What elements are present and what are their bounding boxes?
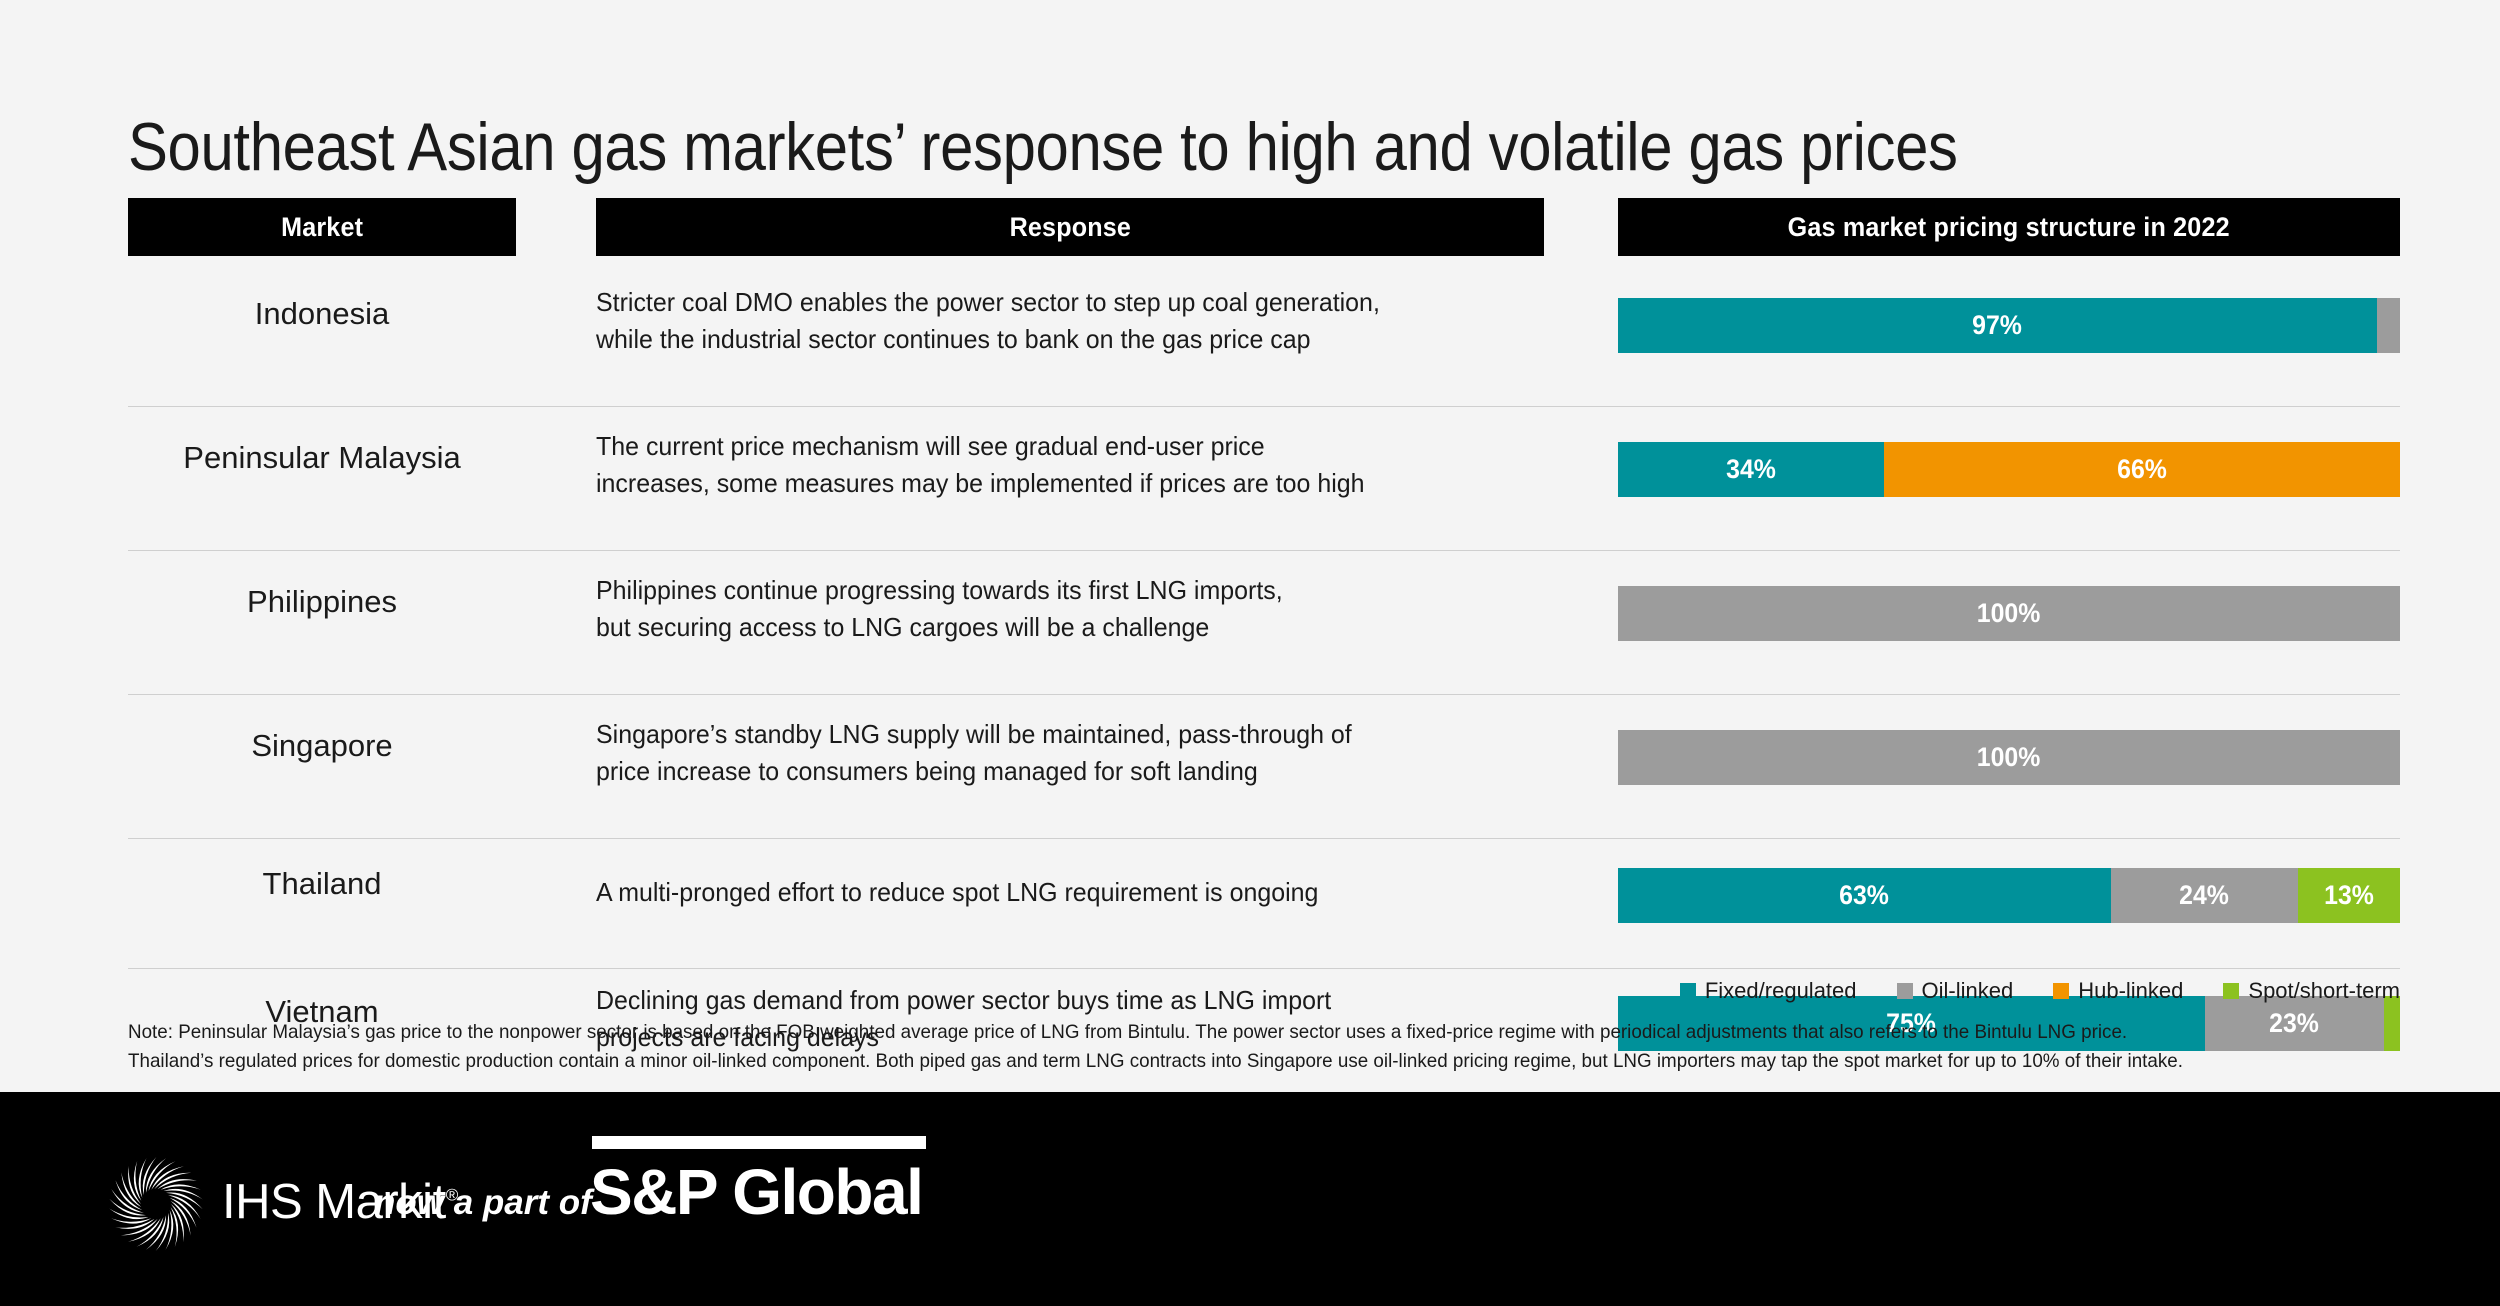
bar-segment: 13% (2298, 868, 2400, 923)
legend-label: Hub-linked (2078, 978, 2184, 1003)
response-line: Stricter coal DMO enables the power sect… (596, 287, 1380, 317)
chart-legend: Fixed/regulated Oil-linked Hub-linked Spot/… (1618, 978, 2400, 1004)
response-text: Singapore’s standby LNG supply will be m… (596, 716, 1556, 790)
stacked-bar: 97% (1618, 298, 2400, 353)
table-row: Philippines Philippines continue progress… (128, 550, 2400, 695)
market-name: Singapore (251, 728, 393, 763)
legend-swatch-icon (2223, 983, 2240, 999)
column-header-pricing-structure: Gas market pricing structure in 2022 (1618, 198, 2400, 256)
legend-item: Fixed/regulated (1679, 978, 1857, 1004)
bar-segment: 34% (1618, 442, 1884, 497)
bar-segment-label: 24% (2179, 880, 2230, 910)
bar-segment-label: 100% (1977, 742, 2041, 772)
response-line: Philippines continue progressing towards… (596, 575, 1283, 605)
response-line: increases, some measures may be implemen… (596, 467, 1365, 498)
legend-swatch-icon (1679, 983, 1696, 999)
response-line: Singapore’s standby LNG supply will be m… (596, 719, 1352, 749)
stacked-bar: 100% (1618, 586, 2400, 641)
table-row: Peninsular Malaysia The current price mec… (128, 406, 2400, 551)
column-header-market: Market (128, 198, 516, 256)
response-line: The current price mechanism will see gra… (596, 431, 1265, 461)
response-text: The current price mechanism will see gra… (596, 428, 1556, 502)
column-header-market-label: Market (280, 211, 364, 242)
response-text: Declining gas demand from power sector b… (596, 982, 1556, 1056)
registered-trademark-icon: ® (445, 1185, 459, 1205)
bar-segment-label: 100% (1977, 598, 2041, 628)
bar-segment: 66% (1883, 442, 2400, 497)
market-name: Peninsular Malaysia (183, 440, 461, 475)
stacked-bar: 100% (1618, 730, 2400, 785)
legend-swatch-icon (1896, 983, 1913, 999)
column-header-response-label: Response (1009, 211, 1131, 242)
footnote: Note: Peninsular Malaysia’s gas price to… (128, 1018, 2398, 1077)
response-line: but securing access to LNG cargoes will … (596, 611, 1210, 642)
ihs-markit-text: IHS Markit (222, 1175, 446, 1229)
bar-segment: 75% (1618, 996, 2205, 1051)
legend-item: Hub-linked (2053, 978, 2183, 1004)
market-name: Philippines (247, 584, 397, 619)
legend-label: Spot/short-term (2248, 978, 2400, 1003)
bar-segment: 63% (1618, 868, 2111, 923)
bar-segment: 100% (1618, 586, 2400, 641)
market-name: Vietnam (265, 994, 379, 1029)
bar-segment-label: 66% (2117, 454, 2167, 484)
bar-segment-label: 34% (1726, 454, 1776, 484)
response-line: price increase to consumers being manage… (596, 755, 1258, 786)
bar-segment-label: 13% (2324, 880, 2375, 910)
footnote-line: Note: Peninsular Malaysia’s gas price to… (128, 1021, 2128, 1043)
response-line: while the industrial sector continues to… (596, 323, 1311, 354)
ihs-markit-logo-icon (104, 1152, 208, 1256)
column-header-pricing-structure-label: Gas market pricing structure in 2022 (1787, 211, 2231, 242)
response-line: Declining gas demand from power sector b… (596, 985, 1332, 1015)
sp-global-rule (592, 1136, 926, 1149)
bar-segment: 23% (2204, 996, 2385, 1051)
response-text: Philippines continue progressing towards… (596, 572, 1556, 646)
response-text: A multi-pronged effort to reduce spot LN… (596, 874, 1556, 911)
legend-label: Oil-linked (1921, 978, 2014, 1003)
footer-bar (0, 1092, 2500, 1306)
page-title: Southeast Asian gas markets’ response to… (128, 108, 1958, 185)
bar-segment: 100% (1618, 730, 2400, 785)
bar-segment-label: 97% (1972, 310, 2023, 340)
legend-label: Fixed/regulated (1704, 978, 1857, 1003)
response-line: projects are facing delays (596, 1021, 880, 1052)
response-text: Stricter coal DMO enables the power sect… (596, 284, 1556, 358)
table-row: Indonesia Stricter coal DMO enables the p… (128, 262, 2400, 407)
stacked-bar: 34% 66% (1618, 442, 2400, 497)
stacked-bar: 75% 23% (1618, 996, 2400, 1051)
footnote-line: Thailand’s regulated prices for domestic… (128, 1050, 2183, 1073)
stacked-bar: 63% 24% 13% (1618, 868, 2400, 923)
column-header-response: Response (596, 198, 1544, 256)
table-row: Thailand A multi-pronged effort to reduce… (128, 838, 2400, 969)
bar-segment-label: 75% (1886, 1008, 1937, 1038)
market-name: Indonesia (254, 296, 390, 331)
response-line: A multi-pronged effort to reduce spot LN… (596, 877, 1319, 907)
bar-segment: 97% (1618, 298, 2377, 353)
now-a-part-of-text: now a part of (374, 1183, 592, 1222)
bar-segment (2384, 996, 2400, 1051)
ihs-markit-wordmark: IHS Markit® (222, 1174, 458, 1230)
legend-item: Oil-linked (1896, 978, 2014, 1004)
bar-segment: 24% (2110, 868, 2299, 923)
legend-item: Spot/short-term (2223, 978, 2400, 1004)
bar-segment-label: 63% (1839, 880, 1890, 910)
table-row: Singapore Singapore’s standby LNG supply … (128, 694, 2400, 839)
bar-segment-label: 23% (2269, 1008, 2320, 1038)
bar-segment (2376, 298, 2400, 353)
sp-global-wordmark: S&P Global (590, 1156, 924, 1228)
legend-swatch-icon (2053, 983, 2070, 999)
market-name: Thailand (262, 866, 382, 901)
